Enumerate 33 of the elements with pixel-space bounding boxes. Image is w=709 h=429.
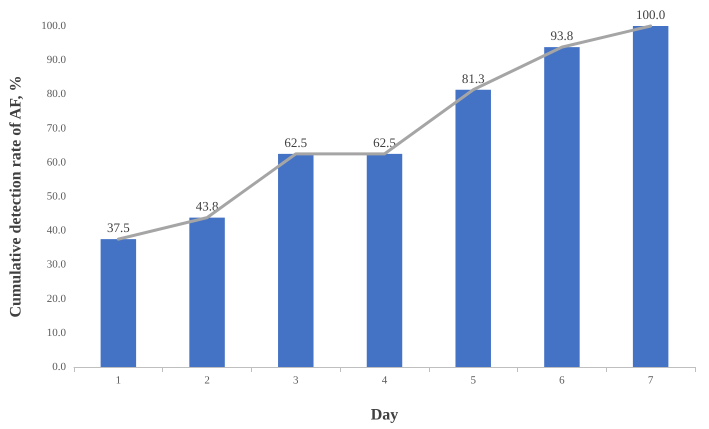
x-tick-label: 4 [382,374,388,386]
y-tick-label: 100.0 [41,20,66,32]
x-tick-label: 5 [470,374,476,386]
y-tick-label: 20.0 [46,292,66,305]
bar [455,90,491,367]
bar [278,154,314,367]
bar [544,47,580,367]
data-label: 81.3 [462,70,485,86]
bar [100,239,136,367]
y-tick-label: 60.0 [46,156,66,168]
data-label: 93.8 [550,28,574,44]
x-tick-label: 7 [648,374,654,386]
data-label: 100.0 [636,7,666,22]
y-tick-label: 70.0 [46,122,66,134]
x-tick-label: 6 [559,374,566,386]
x-axis-title: Day [370,406,398,424]
y-tick-label: 40.0 [46,224,66,237]
y-tick-label: 90.0 [46,54,66,66]
x-tick-label: 1 [116,374,122,386]
x-tick-label: 2 [204,374,210,386]
data-label: 43.8 [196,198,218,214]
data-label: 37.5 [106,220,130,236]
y-tick-label: 10.0 [46,326,66,339]
bar [366,154,402,367]
x-tick-label: 3 [293,374,300,386]
y-tick-label: 80.0 [46,88,66,100]
bar [189,218,225,367]
y-tick-label: 50.0 [46,190,66,202]
y-tick-label: 30.0 [46,258,66,271]
data-label: 62.5 [284,134,308,150]
y-tick-label: 0.0 [52,361,66,373]
y-axis-title: Cumulative detection rate of AF, % [8,75,24,318]
bar [632,26,668,367]
